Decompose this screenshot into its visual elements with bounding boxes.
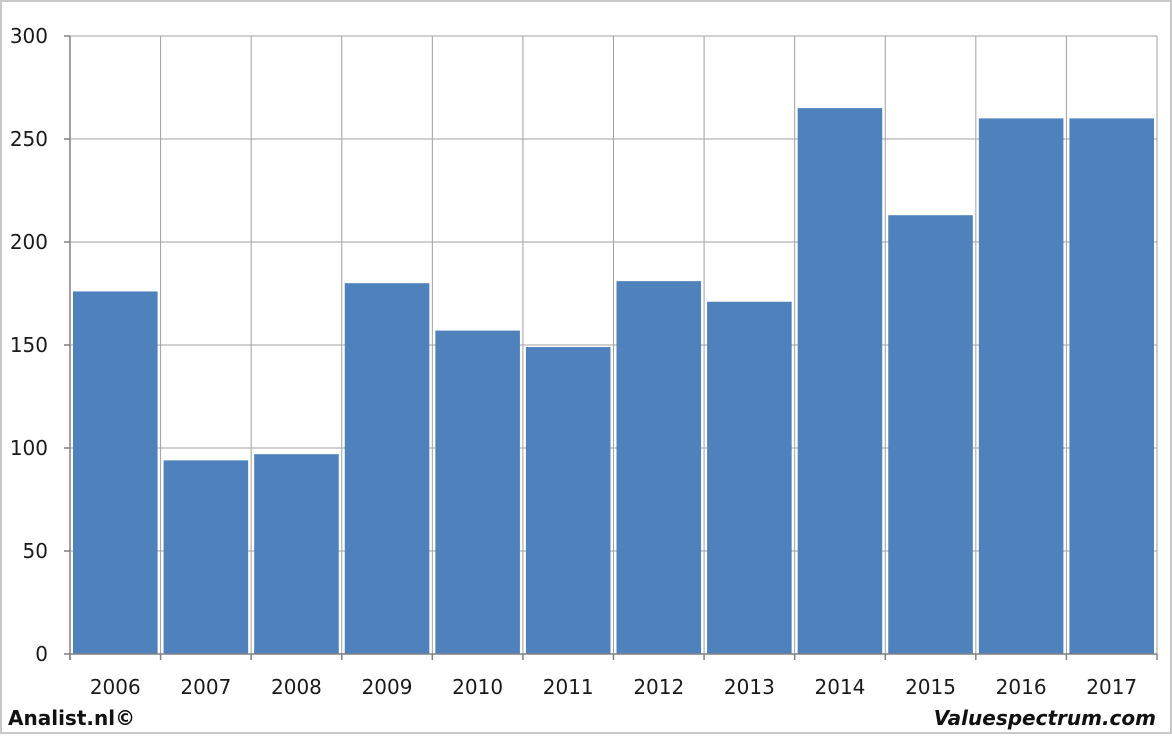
bar-2011 — [525, 347, 611, 654]
y-tick-label: 150 — [10, 333, 48, 357]
x-tick-label: 2017 — [1086, 675, 1137, 699]
bar-2014 — [797, 108, 883, 655]
footer-left-label: Analist.nl© — [8, 706, 136, 730]
bar-2016 — [978, 118, 1064, 654]
y-tick-label: 100 — [10, 436, 48, 460]
bar-2012 — [616, 281, 702, 654]
bar-2013 — [707, 301, 792, 654]
x-tick-label: 2016 — [996, 675, 1047, 699]
footer-right-label: Valuespectrum.com — [933, 706, 1156, 730]
bar-2010 — [435, 330, 520, 654]
x-tick-label: 2015 — [905, 675, 956, 699]
bar-2008 — [254, 454, 339, 654]
y-tick-label: 50 — [23, 539, 48, 563]
x-tick-label: 2008 — [271, 675, 322, 699]
x-tick-label: 2006 — [90, 675, 141, 699]
x-tick-label: 2011 — [543, 675, 594, 699]
bar-2009 — [344, 283, 430, 654]
bar-2007 — [163, 460, 249, 654]
bar-2015 — [888, 215, 973, 654]
x-tick-label: 2013 — [724, 675, 775, 699]
y-tick-label: 200 — [10, 230, 48, 254]
y-tick-label: 250 — [10, 127, 48, 151]
bar-2006 — [73, 291, 158, 654]
y-tick-label: 300 — [10, 24, 48, 48]
x-tick-label: 2009 — [362, 675, 413, 699]
y-tick-label: 0 — [35, 642, 48, 666]
x-tick-label: 2012 — [633, 675, 684, 699]
x-tick-label: 2010 — [452, 675, 503, 699]
bar-2017 — [1069, 118, 1154, 654]
x-tick-label: 2007 — [180, 675, 231, 699]
x-tick-label: 2014 — [815, 675, 866, 699]
